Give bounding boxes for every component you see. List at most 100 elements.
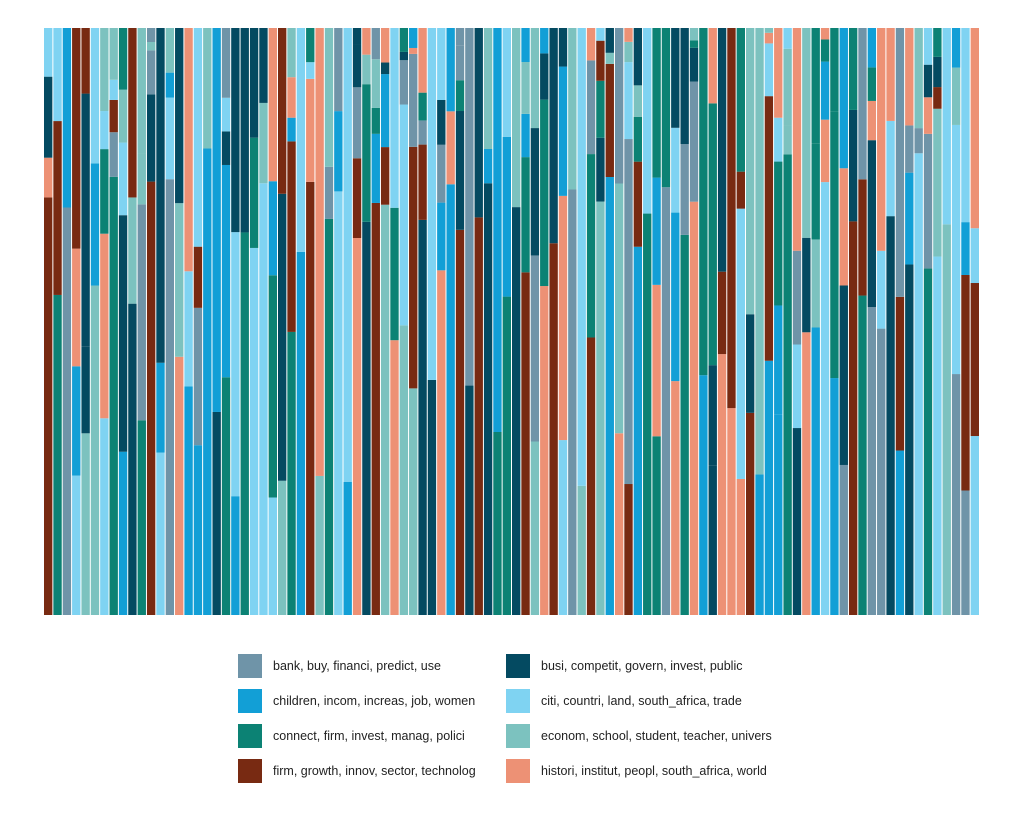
bar-segment — [128, 303, 137, 615]
bar-segment — [306, 181, 315, 616]
bar-segment — [352, 28, 362, 45]
bar-segment — [521, 28, 530, 63]
bar-segment — [839, 168, 848, 286]
bar-segment — [633, 28, 643, 86]
legend-swatch-children — [238, 689, 262, 713]
bar-segment — [736, 28, 745, 172]
bar-segment — [137, 204, 146, 421]
bar-segment — [380, 28, 390, 63]
bar-segment — [680, 28, 689, 145]
bar-segment — [905, 172, 914, 265]
document-bar — [268, 28, 277, 615]
bar-segment — [558, 66, 568, 196]
bar-segment — [175, 203, 184, 357]
bar-segment — [783, 48, 792, 126]
bar-segment — [296, 251, 306, 615]
bar-segment — [652, 436, 661, 615]
bar-segment — [717, 271, 727, 355]
bar-segment — [137, 28, 146, 154]
bar-segment — [100, 418, 109, 615]
bar-segment — [446, 111, 455, 185]
bar-segment — [727, 28, 736, 409]
bar-segment — [802, 28, 811, 238]
bar-segment — [380, 204, 390, 615]
bar-segment — [455, 45, 465, 81]
bar-segment — [306, 62, 315, 79]
bar-segment — [90, 28, 100, 83]
legend-label-connect: connect, firm, invest, manag, polici — [273, 729, 465, 743]
bar-segment — [886, 120, 895, 217]
bar-segment — [839, 464, 848, 615]
bar-segment — [184, 28, 193, 272]
bar-segment — [820, 182, 830, 615]
document-bar — [848, 28, 858, 616]
bar-segment — [633, 116, 643, 162]
bar-segment — [521, 113, 530, 158]
bar-segment — [717, 354, 727, 615]
bar-segment — [287, 331, 296, 615]
bar-segment — [886, 28, 895, 121]
document-bar — [137, 28, 146, 615]
bar-segment — [586, 28, 596, 61]
document-bar — [193, 28, 203, 615]
bar-segment — [44, 28, 53, 77]
bar-segment — [530, 128, 540, 256]
bar-segment — [118, 215, 128, 452]
bar-segment — [334, 28, 343, 112]
bar-segment — [193, 445, 203, 615]
bar-segment — [942, 28, 951, 225]
bar-segment — [577, 485, 586, 615]
bar-segment — [193, 307, 203, 446]
bar-segment — [605, 28, 614, 53]
bar-segment — [942, 224, 951, 615]
document-bar — [512, 28, 521, 616]
bar-segment — [671, 381, 680, 615]
document-bar — [877, 28, 886, 615]
bar-segment — [296, 28, 306, 252]
bar-segment — [184, 271, 193, 387]
bar-segment — [951, 28, 961, 68]
bar-segment — [839, 285, 848, 465]
bar-segment — [502, 296, 511, 615]
bar-segment — [877, 328, 886, 615]
bar-segment — [671, 28, 680, 128]
bar-segment — [568, 28, 577, 190]
bar-segment — [268, 497, 277, 615]
bar-segment — [774, 161, 783, 306]
bar-segment — [371, 28, 380, 60]
document-bar — [530, 28, 540, 615]
document-bar — [203, 28, 212, 615]
bar-segment — [774, 28, 783, 118]
document-bar — [371, 28, 380, 615]
bar-segment — [409, 28, 418, 48]
legend-label-econom: econom, school, student, teacher, univer… — [541, 729, 772, 743]
bar-segment — [268, 181, 277, 276]
legend-swatch-citi — [506, 689, 530, 713]
bar-segment — [792, 428, 802, 615]
bar-segment — [306, 28, 315, 63]
bar-segment — [399, 60, 409, 105]
bar-segment — [858, 179, 867, 296]
bar-segment — [820, 39, 830, 62]
document-bar — [727, 28, 736, 615]
bar-segment — [193, 246, 203, 308]
bar-segment — [72, 248, 81, 367]
document-bar — [184, 28, 193, 615]
bar-segment — [268, 28, 277, 182]
document-bar — [867, 28, 877, 615]
bar-segment — [118, 142, 128, 216]
bar-segment — [240, 232, 249, 615]
bar-segment — [877, 28, 886, 251]
bar-segment — [362, 54, 371, 85]
bar-segment — [380, 147, 390, 205]
bar-segment — [764, 32, 774, 44]
bar-segment — [783, 125, 792, 155]
bar-segment — [465, 385, 474, 615]
document-bar — [783, 28, 792, 616]
bar-segment — [324, 166, 334, 219]
document-bar — [755, 28, 764, 615]
document-bar — [792, 28, 802, 615]
bar-segment — [933, 87, 942, 109]
legend-label-busi: busi, competit, govern, invest, public — [541, 659, 743, 673]
bar-segment — [221, 131, 231, 165]
